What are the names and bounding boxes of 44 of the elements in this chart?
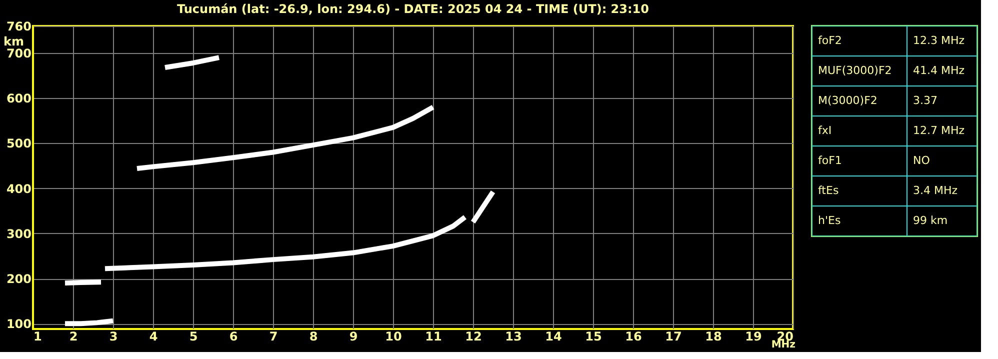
y-axis-title: km: [4, 34, 24, 48]
x-tick-label: 15: [585, 330, 602, 344]
x-tick-label: 11: [425, 330, 442, 344]
y-tick-label: 400: [6, 182, 32, 196]
text: h'Es: [818, 214, 841, 227]
text: 41.4 MHz: [913, 64, 965, 77]
text: 12.7 MHz: [913, 124, 965, 137]
x-tick-label: 2: [69, 330, 78, 344]
x-tick-label: 5: [189, 330, 198, 344]
chart-title: Tucumán (lat: -26.9, lon: 294.6) - DATE: 2025 04 24 - TIME (UT): 23:10: [177, 2, 649, 16]
text: fxI: [818, 124, 832, 137]
y-tick-label: 700: [6, 46, 32, 61]
x-tick-label: 1: [34, 330, 42, 344]
x-tick-label: 17: [665, 330, 682, 344]
y-tick-label: 760: [6, 20, 32, 34]
text: MUF(3000)F2: [818, 64, 892, 77]
text: foF1: [818, 154, 842, 167]
y-tick-label: 500: [6, 136, 32, 151]
text: foF2: [818, 34, 842, 47]
y-tick-label: 100: [6, 317, 32, 332]
text: NO: [913, 154, 930, 167]
x-tick-label: 13: [505, 330, 522, 344]
x-tick-label: 16: [625, 330, 642, 344]
x-tick-label: 4: [149, 330, 158, 344]
y-tick-label: 600: [6, 92, 32, 106]
text: 3.37: [913, 94, 938, 107]
x-tick-label: 8: [309, 330, 318, 344]
text: 3.4 MHz: [913, 184, 958, 197]
x-axis-title: MHz: [771, 340, 796, 350]
x-tick-label: 7: [269, 330, 278, 344]
x-tick-label: 3: [109, 330, 118, 344]
y-tick-label: 300: [6, 226, 32, 241]
x-tick-label: 19: [745, 330, 762, 344]
x-tick-label: 10: [385, 330, 402, 344]
text: M(3000)F2: [818, 94, 878, 107]
text: 99 km: [913, 214, 948, 227]
text: 12.3 MHz: [913, 34, 965, 47]
x-tick-label: 9: [349, 330, 358, 344]
x-tick-label: 18: [705, 330, 722, 344]
text: ftEs: [818, 184, 839, 197]
x-tick-label: 12: [465, 330, 482, 344]
x-tick-label: 14: [545, 330, 562, 344]
x-tick-label: 6: [229, 330, 238, 344]
y-tick-label: 200: [6, 272, 32, 286]
